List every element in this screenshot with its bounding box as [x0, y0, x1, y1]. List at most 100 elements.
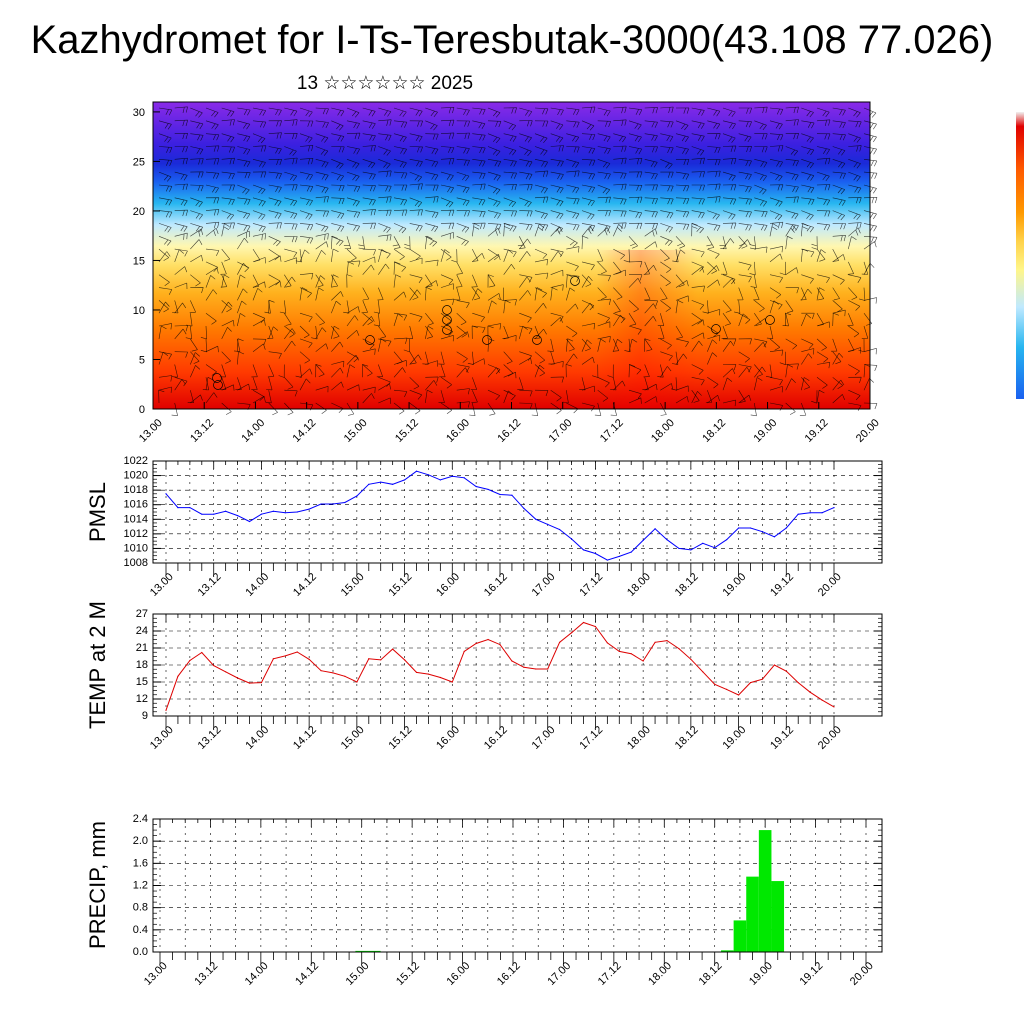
- wind-barb: [675, 133, 689, 143]
- wind-barb: [393, 337, 408, 344]
- data-point: [165, 493, 167, 495]
- wind-barb: [707, 159, 721, 166]
- wind-barb: [158, 120, 172, 130]
- wind-barb: [738, 261, 752, 271]
- wind-barb: [331, 360, 345, 368]
- wind-barb: [409, 287, 419, 300]
- wind-barb: [550, 171, 564, 180]
- wind-barb: [393, 107, 407, 117]
- wind-barb: [237, 120, 251, 130]
- wind-barb: [644, 107, 658, 114]
- wind-barb: [801, 184, 815, 193]
- x-tick-label: 17.00: [545, 960, 573, 988]
- wind-barb: [534, 159, 548, 168]
- wind-barb: [268, 210, 282, 219]
- wind-barb: [472, 222, 486, 229]
- wind-barb: [233, 338, 241, 352]
- data-point: [618, 650, 620, 653]
- wind-barb: [284, 119, 298, 126]
- wind-barb: [237, 237, 249, 250]
- wind-barb: [186, 313, 193, 327]
- wind-barb: [252, 223, 266, 233]
- wind-barb: [581, 323, 595, 330]
- wind-barb: [346, 210, 361, 218]
- wind-barb: [315, 250, 326, 263]
- wind-barb: [519, 389, 533, 397]
- wind-barb: [409, 146, 423, 153]
- wind-barb: [440, 146, 455, 154]
- wind-barb: [268, 274, 281, 286]
- panel-frame: [152, 613, 883, 717]
- wind-barb: [785, 267, 799, 275]
- wind-barb: [566, 197, 580, 205]
- wind-barb: [644, 184, 658, 191]
- wind-barb: [534, 303, 547, 314]
- wind-barb: [534, 196, 549, 203]
- wind-barb: [738, 338, 752, 345]
- data-point: [284, 512, 286, 514]
- wind-barb: [299, 338, 313, 348]
- wind-barb: [769, 221, 784, 229]
- wind-barb: [487, 274, 494, 288]
- wind-barb: [597, 287, 607, 300]
- wind-barb: [769, 386, 783, 393]
- y-tick-label: 27: [136, 608, 148, 620]
- wind-barb: [409, 312, 423, 322]
- wind-barb: [738, 146, 752, 153]
- x-tick-label: 17.12: [577, 571, 605, 599]
- calm-wind-circle: [532, 335, 542, 345]
- wind-barb: [581, 385, 595, 392]
- calm-wind-circle: [442, 325, 452, 335]
- x-tick-label: 16.00: [444, 417, 472, 445]
- wind-barb: [190, 210, 203, 220]
- wind-barb: [613, 171, 627, 179]
- wind-barb: [237, 171, 251, 179]
- wind-barb: [691, 133, 705, 142]
- wind-barb: [660, 223, 673, 233]
- wind-barb: [158, 386, 172, 393]
- wind-barb: [785, 300, 794, 313]
- wind-barb: [503, 300, 511, 314]
- wind-barb: [331, 223, 345, 232]
- wind-barb: [754, 210, 768, 218]
- wind-barb: [566, 210, 580, 219]
- wind-barb: [503, 146, 517, 156]
- wind-barb: [738, 364, 752, 373]
- data-point: [666, 640, 668, 642]
- wind-barb: [628, 325, 642, 335]
- wind-barb: [205, 158, 220, 165]
- data-point: [499, 644, 501, 646]
- y-tick-label: 2.4: [133, 813, 148, 825]
- wind-barb: [832, 235, 846, 242]
- wind-barb: [628, 300, 639, 313]
- wind-barb: [581, 197, 595, 207]
- wind-barb: [346, 261, 354, 275]
- wind-barb: [377, 287, 384, 301]
- wind-barb: [785, 106, 799, 114]
- wind-barb: [315, 241, 329, 250]
- wind-barb: [221, 210, 235, 220]
- data-point: [833, 507, 835, 509]
- wind-barb: [467, 351, 474, 365]
- data-point: [415, 671, 418, 673]
- wind-barb: [738, 312, 751, 324]
- data-point: [690, 549, 692, 551]
- wind-barb: [832, 120, 846, 129]
- wind-barb: [597, 336, 611, 343]
- wind-barb: [861, 325, 869, 339]
- wind-barb: [425, 107, 438, 118]
- wind-barb: [267, 325, 274, 339]
- wind-barb: [550, 184, 564, 194]
- wind-barb: [628, 236, 638, 249]
- y-tick-label: 18: [136, 659, 148, 671]
- wind-barb: [190, 351, 200, 364]
- wind-barb: [581, 274, 592, 287]
- wind-barb: [378, 133, 392, 141]
- data-point: [308, 658, 310, 660]
- wind-barb: [252, 210, 266, 220]
- wind-barb: [456, 210, 470, 217]
- wind-barb: [456, 159, 470, 166]
- data-point: [320, 670, 322, 672]
- wind-barb: [220, 274, 228, 288]
- wind-barb: [691, 364, 704, 375]
